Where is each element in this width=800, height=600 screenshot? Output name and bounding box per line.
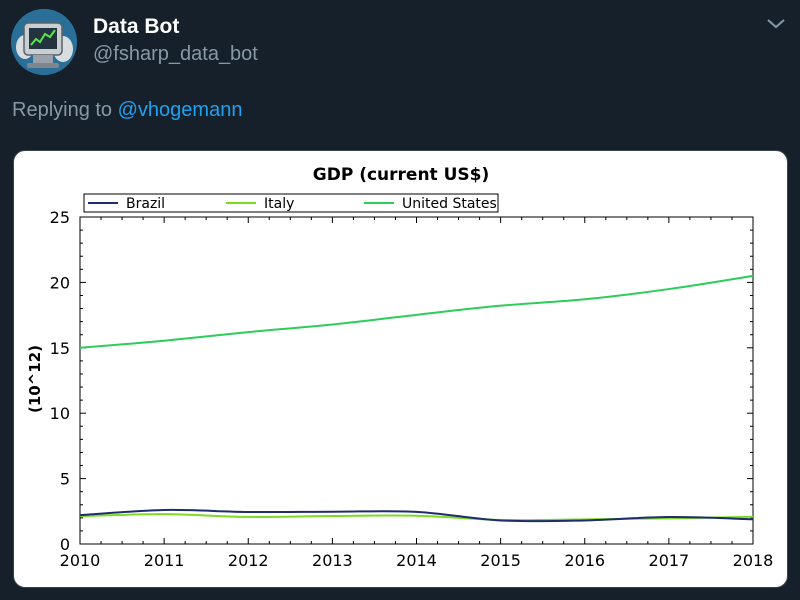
x-tick-label: 2013 <box>312 551 353 570</box>
plot-frame <box>79 216 754 545</box>
y-axis-label: (10^12) <box>26 345 44 413</box>
x-tick-label: 2012 <box>228 551 269 570</box>
y-tick-label: 5 <box>60 470 70 489</box>
more-options-button[interactable] <box>764 12 788 36</box>
y-tick-label: 20 <box>50 273 70 292</box>
x-tick-label: 2011 <box>144 551 185 570</box>
legend-label-united-states: United States <box>402 196 497 212</box>
axes: 0 5 10 15 20 25 2010 2011 2012 2013 2014 2015 2016 20… <box>50 208 774 570</box>
x-tick-label: 2018 <box>733 551 774 570</box>
y-tick-label: 10 <box>50 404 70 423</box>
legend-label-italy: Italy <box>264 196 294 212</box>
series-line-brazil <box>79 508 754 523</box>
series-line-united-states <box>79 274 754 349</box>
legend-box <box>83 193 499 213</box>
avatar[interactable] <box>11 9 77 75</box>
y-tick-label: 15 <box>50 339 70 358</box>
chart-image-card[interactable]: GDP (current US$) (10^12) 0 5 10 15 20 25 2010… <box>13 150 788 588</box>
replying-to-line: Replying to @vhogemann <box>12 96 242 124</box>
x-tick-label: 2010 <box>60 551 101 570</box>
robot-computer-avatar-icon <box>11 9 77 75</box>
x-tick-label: 2016 <box>564 551 605 570</box>
series-lines <box>79 274 754 523</box>
x-tick-label: 2015 <box>480 551 521 570</box>
replying-prefix: Replying to <box>12 99 118 121</box>
display-name[interactable]: Data Bot <box>93 15 180 38</box>
user-handle[interactable]: @fsharp_data_bot <box>93 43 258 65</box>
legend-label-brazil: Brazil <box>126 196 165 212</box>
y-tick-label: 25 <box>50 208 70 227</box>
x-tick-label: 2014 <box>396 551 437 570</box>
chart-title: GDP (current US$) <box>313 165 489 185</box>
y-tick-label: 0 <box>60 535 70 554</box>
gdp-line-chart: GDP (current US$) (10^12) 0 5 10 15 20 25 2010… <box>26 165 774 570</box>
x-tick-label: 2017 <box>649 551 690 570</box>
legend: Brazil Italy United States <box>83 193 499 213</box>
chevron-down-icon <box>767 19 785 29</box>
replying-to-mention[interactable]: @vhogemann <box>117 99 243 121</box>
